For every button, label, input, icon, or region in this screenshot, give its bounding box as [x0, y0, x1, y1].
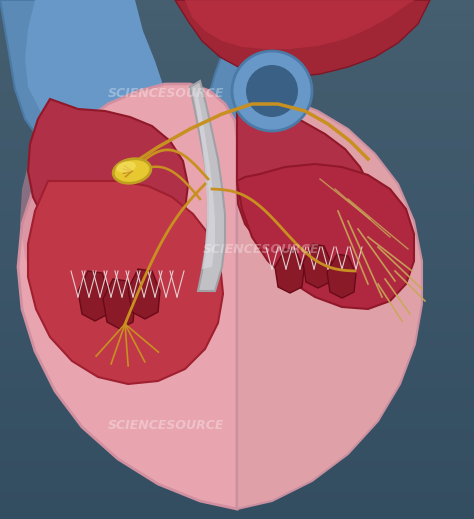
Bar	[0, 69, 474, 79]
Polygon shape	[103, 279, 135, 329]
Polygon shape	[275, 249, 304, 293]
Bar	[0, 0, 474, 9]
Polygon shape	[128, 269, 160, 319]
Bar	[0, 179, 474, 189]
Bar	[0, 489, 474, 499]
Bar	[0, 499, 474, 509]
Bar	[0, 479, 474, 489]
Bar	[0, 129, 474, 139]
Text: SCIENCESOURCE: SCIENCESOURCE	[108, 419, 224, 432]
Bar	[0, 239, 474, 249]
Bar	[0, 209, 474, 219]
Bar	[0, 469, 474, 479]
Text: SCIENCESOURCE: SCIENCESOURCE	[202, 242, 319, 256]
Polygon shape	[303, 244, 332, 288]
Bar	[0, 369, 474, 379]
Bar	[0, 49, 474, 59]
Bar	[0, 359, 474, 369]
Bar	[0, 459, 474, 469]
Bar	[0, 349, 474, 359]
Bar	[0, 449, 474, 459]
Bar	[0, 289, 474, 299]
Polygon shape	[237, 164, 414, 309]
Bar	[0, 249, 474, 259]
Bar	[0, 149, 474, 159]
Bar	[0, 59, 474, 69]
Circle shape	[246, 65, 298, 117]
Bar	[0, 389, 474, 399]
Polygon shape	[78, 271, 110, 321]
Polygon shape	[237, 87, 422, 509]
Bar	[0, 419, 474, 429]
Polygon shape	[28, 181, 223, 384]
Bar	[0, 9, 474, 19]
Bar	[0, 199, 474, 209]
Bar	[0, 339, 474, 349]
Bar	[0, 169, 474, 179]
Bar	[0, 29, 474, 39]
Bar	[0, 309, 474, 319]
Bar	[0, 159, 474, 169]
Bar	[0, 99, 474, 109]
Bar	[0, 399, 474, 409]
Bar	[0, 409, 474, 419]
Bar	[0, 509, 474, 519]
Text: SCIENCESOURCE: SCIENCESOURCE	[108, 87, 224, 100]
Bar	[0, 19, 474, 29]
Polygon shape	[0, 0, 168, 186]
Bar	[0, 269, 474, 279]
Bar	[0, 329, 474, 339]
Polygon shape	[25, 0, 168, 163]
Bar	[0, 379, 474, 389]
Polygon shape	[18, 84, 237, 509]
Polygon shape	[205, 0, 295, 161]
Bar	[0, 79, 474, 89]
Bar	[0, 89, 474, 99]
Polygon shape	[28, 99, 188, 256]
Polygon shape	[20, 129, 198, 345]
Bar	[0, 299, 474, 309]
Polygon shape	[194, 91, 215, 269]
Ellipse shape	[113, 159, 151, 183]
Bar	[0, 439, 474, 449]
Bar	[0, 319, 474, 329]
Polygon shape	[185, 0, 415, 49]
Bar	[0, 429, 474, 439]
Polygon shape	[190, 81, 225, 291]
Bar	[0, 189, 474, 199]
Bar	[0, 39, 474, 49]
Bar	[0, 259, 474, 269]
Bar	[0, 279, 474, 289]
Bar	[0, 119, 474, 129]
Ellipse shape	[116, 161, 136, 173]
Bar	[0, 219, 474, 229]
Polygon shape	[237, 101, 373, 264]
Polygon shape	[327, 254, 356, 298]
Circle shape	[232, 51, 312, 131]
Bar	[0, 109, 474, 119]
Bar	[0, 229, 474, 239]
Polygon shape	[175, 0, 430, 77]
Bar	[0, 139, 474, 149]
